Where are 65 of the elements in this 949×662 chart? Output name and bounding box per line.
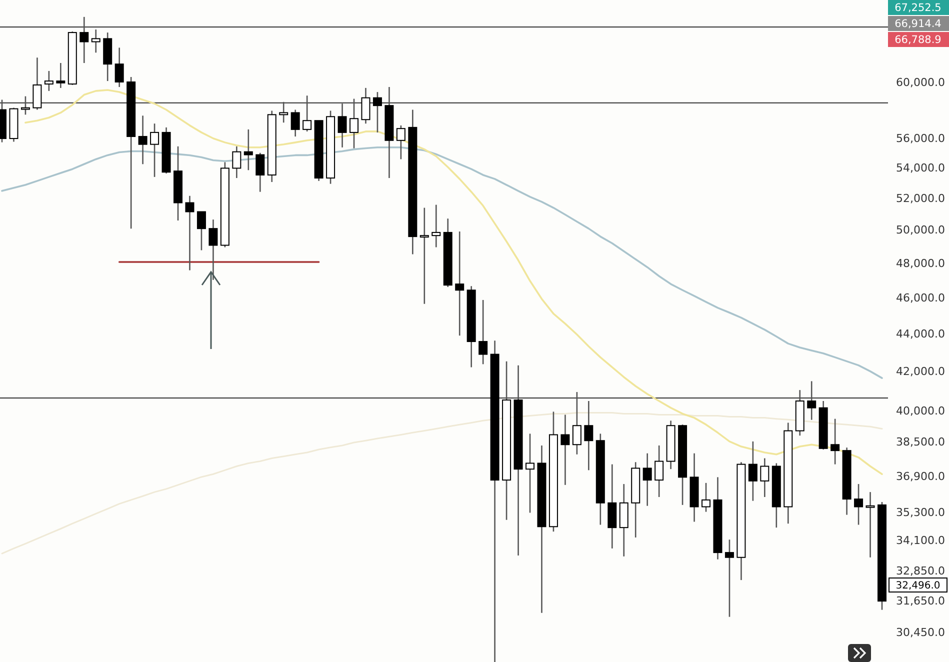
line-series [1,146,883,379]
y-tick-label: 60,000.0 [896,76,945,89]
text: 66,788.9 [894,34,942,46]
candlestick [244,128,253,171]
candlestick [654,444,664,498]
y-tick-label: 46,000.0 [896,291,945,304]
y-tick-label: 36,900.0 [896,470,945,484]
candlestick [642,452,652,507]
text: 66,914.4 [894,18,942,30]
candlestick [32,56,42,110]
candlestick [830,418,840,465]
candlestick [91,28,100,54]
candlestick [702,482,710,512]
candlestick [584,400,594,471]
candlestick [256,152,265,192]
candlestick [807,380,816,420]
line-series [1,412,883,554]
y-tick-label: 38,500.0 [896,436,945,449]
y-tick-label: 34,100.0 [896,534,945,548]
y-tick-label: 44,000.0 [896,327,945,340]
candlestick [854,483,864,526]
candlestick [114,47,124,88]
line-series [24,89,883,476]
candlestick [208,218,218,281]
candlestick [232,146,242,179]
candlestick [44,70,54,92]
candlestick [138,114,148,165]
y-tick-label: 50,000.0 [896,224,945,237]
text: 32,496.0 [896,580,940,592]
candlestick [526,433,534,514]
candlestick [302,94,312,132]
candlestick [338,102,347,148]
y-tick-label: 30,450.0 [896,626,945,640]
candlestick [478,299,488,365]
candlestick [80,16,89,64]
candlestick [560,414,570,486]
candlestick [185,195,194,271]
y-tick-label: 35,300.0 [896,506,945,520]
y-tick-label: 32,850.0 [896,564,945,578]
text: 67,252.5 [894,2,942,14]
candlestick [748,440,758,502]
y-tick-label: 54,000.0 [896,161,945,174]
y-tick-label: 40,000.0 [896,404,945,418]
candlestick [420,207,429,305]
candlestick [572,391,582,456]
y-tick-label: 52,000.0 [896,192,945,205]
candlestick [372,91,382,134]
candlestick [56,62,66,89]
candlestick [432,204,441,248]
candlestick [150,122,160,178]
candlestick [350,98,358,149]
candlestick [760,458,770,498]
candlestick [196,211,206,251]
candlestick [724,538,734,618]
y-tick-label: 56,000.0 [896,132,945,145]
candlestick [279,101,288,124]
candlestick [290,109,300,138]
y-tick-label: 42,000.0 [896,365,945,378]
candlestick [866,491,875,558]
candlestick [20,96,30,116]
candlestick [361,87,370,124]
candlestick [396,124,406,160]
y-tick-label: 48,000.0 [896,256,945,270]
candlestick [455,230,464,336]
y-tick-label: 31,650.0 [896,594,945,608]
